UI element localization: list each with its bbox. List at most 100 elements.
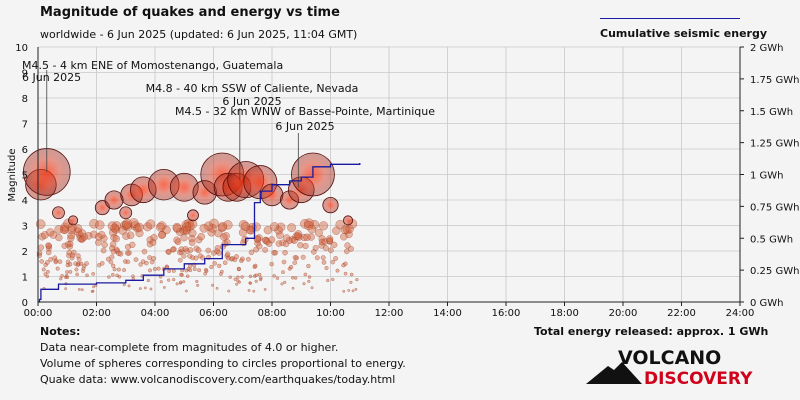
small-quake-point	[283, 280, 287, 284]
small-quake-point	[57, 259, 63, 265]
small-quake-point	[144, 260, 149, 266]
small-quake-point	[48, 257, 54, 262]
small-quake-point	[143, 286, 147, 290]
small-quake-point	[46, 228, 55, 237]
small-quake-point	[240, 221, 251, 231]
small-quake-point	[65, 270, 69, 274]
small-quake-point	[172, 277, 176, 282]
small-quake-point	[335, 219, 346, 230]
small-quake-point	[254, 273, 259, 278]
small-quake-point	[354, 287, 358, 291]
small-quake-point	[188, 239, 196, 246]
small-quake-point	[53, 259, 59, 265]
legend-energy-line	[600, 18, 740, 19]
small-quake-point	[111, 225, 121, 234]
small-quake-point	[263, 288, 267, 291]
large-quake-point	[343, 215, 354, 226]
small-quake-point	[65, 262, 70, 268]
small-quake-point	[131, 274, 135, 279]
small-quake-point	[344, 242, 351, 249]
small-quake-point	[89, 218, 99, 229]
small-quake-point	[158, 231, 166, 239]
small-quake-point	[185, 274, 190, 278]
small-quake-point	[307, 224, 317, 234]
small-quake-point	[64, 241, 72, 248]
small-quake-point	[182, 280, 186, 284]
small-quake-point	[331, 241, 338, 249]
small-quake-point	[45, 242, 52, 249]
small-quake-point	[224, 251, 231, 257]
small-quake-point	[355, 277, 359, 282]
small-quake-point	[263, 238, 271, 246]
small-quake-point	[283, 234, 291, 242]
small-quake-point	[200, 255, 206, 261]
small-quake-point	[307, 233, 315, 241]
small-quake-point	[110, 272, 115, 277]
small-quake-point	[179, 272, 183, 277]
small-quake-point	[342, 289, 346, 293]
small-quake-point	[228, 256, 234, 262]
small-quake-point	[241, 235, 249, 244]
small-quake-point	[290, 276, 295, 280]
small-quake-point	[248, 274, 253, 279]
small-quake-point	[331, 277, 335, 282]
y-tick-label: 2	[22, 247, 28, 258]
small-quake-point	[302, 282, 306, 286]
x-tick-label: 00:00	[24, 308, 53, 319]
small-quake-point	[349, 280, 353, 285]
small-quake-point	[222, 260, 228, 266]
small-quake-point	[165, 249, 172, 255]
y-tick-label: 3	[22, 222, 28, 233]
small-quake-point	[138, 262, 143, 267]
small-quake-point	[275, 276, 280, 280]
small-quake-point	[99, 261, 105, 266]
small-quake-point	[197, 232, 205, 241]
x-tick-label: 24:00	[726, 308, 755, 319]
small-quake-point	[111, 263, 116, 268]
small-quake-point	[141, 248, 148, 255]
small-quake-point	[170, 246, 176, 253]
note-line-1: Data near-complete from magnitudes of 4.…	[40, 341, 339, 354]
small-quake-point	[263, 225, 273, 235]
small-quake-point	[333, 256, 339, 261]
small-quake-point	[195, 279, 199, 284]
small-quake-point	[251, 222, 261, 232]
x-tick-label: 14:00	[433, 308, 462, 319]
small-quake-point	[167, 269, 172, 274]
small-quakes-layer	[35, 218, 359, 293]
small-quake-point	[116, 267, 121, 272]
small-quake-point	[276, 222, 286, 232]
small-quake-point	[80, 233, 88, 241]
small-quake-point	[324, 265, 329, 271]
cumulative-energy-line	[38, 163, 361, 303]
volcano-discovery-logo[interactable]: VOLCANO DISCOVERY	[586, 348, 758, 388]
small-quake-point	[252, 289, 256, 293]
small-quake-point	[240, 275, 244, 279]
small-quake-point	[45, 274, 50, 279]
y-tick-label: 9	[22, 69, 28, 80]
x-tick-label: 04:00	[141, 308, 170, 319]
x-tick-label: 10:00	[316, 308, 345, 319]
small-quake-point	[256, 243, 263, 250]
small-quake-point	[101, 241, 108, 249]
small-quake-point	[276, 231, 284, 240]
small-quake-point	[75, 272, 79, 277]
annotation-2: M4.8 - 40 km SSW of Caliente, Nevada 6 J…	[146, 82, 359, 108]
small-quake-point	[199, 223, 209, 233]
small-quake-point	[177, 257, 183, 263]
small-quake-point	[184, 268, 189, 273]
small-quake-point	[304, 218, 314, 229]
x-tick-label: 02:00	[82, 308, 111, 319]
small-quake-point	[217, 263, 222, 269]
small-quake-point	[269, 261, 274, 267]
small-quake-point	[193, 255, 199, 261]
small-quake-point	[297, 241, 304, 249]
small-quake-point	[236, 275, 240, 280]
small-quake-point	[61, 242, 68, 250]
annotation-2-line2: 6 Jun 2025	[222, 95, 281, 108]
small-quake-point	[71, 249, 77, 256]
small-quake-point	[78, 229, 87, 238]
legend-energy-label: Cumulative seismic energy	[600, 27, 768, 40]
small-quake-point	[302, 242, 309, 250]
x-tick-label: 18:00	[550, 308, 579, 319]
